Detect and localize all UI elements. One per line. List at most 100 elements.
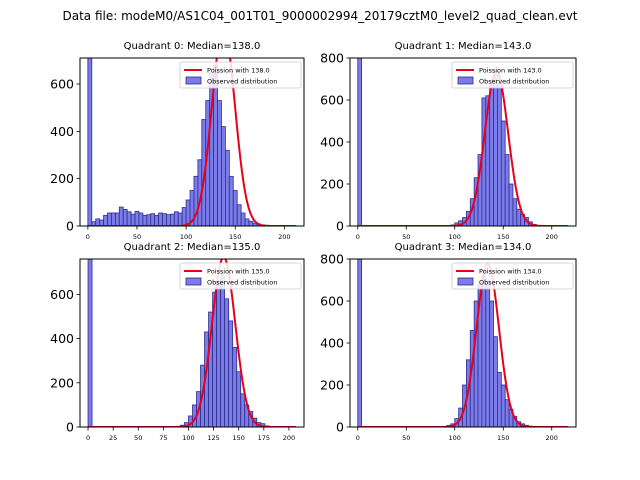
y-tick-label: 800 xyxy=(320,51,344,66)
x-tick-label: 50 xyxy=(402,434,410,442)
histogram-bar xyxy=(493,336,498,427)
histogram-bar xyxy=(228,320,234,427)
histogram-bar xyxy=(504,399,510,427)
legend-bar-swatch xyxy=(457,76,474,85)
histogram-bar xyxy=(181,207,187,226)
x-tick-label: 50 xyxy=(133,233,141,241)
y-tick-label: 200 xyxy=(320,177,344,192)
x-tick-label: 175 xyxy=(258,434,270,442)
histogram-bar xyxy=(232,190,238,226)
y-tick-label: 400 xyxy=(50,331,74,346)
histogram-bar xyxy=(504,154,510,226)
x-tick-label: 75 xyxy=(159,434,167,442)
histogram-bar xyxy=(146,214,152,226)
histogram-bar xyxy=(244,218,250,226)
legend-label: Observed distribution xyxy=(479,279,549,287)
x-tick-label: 50 xyxy=(134,434,142,442)
panel-title: Quadrant 1: Median=143.0 xyxy=(395,41,532,52)
legend-label: Poission with 134.0 xyxy=(479,268,542,276)
panel-title: Quadrant 3: Median=134.0 xyxy=(395,242,532,253)
quadrant-1-panel: 0 50 100 150 200 0 200 400 600 800 Quadrant 1: Med… xyxy=(320,41,577,241)
y-tick-label: 400 xyxy=(50,124,74,139)
histogram-bar xyxy=(236,204,242,226)
legend-bar-swatch xyxy=(457,277,474,286)
x-tick-label: 0 xyxy=(86,233,90,241)
poisson-fit-line xyxy=(88,259,296,427)
x-tick-label: 200 xyxy=(278,233,290,241)
histogram-bar xyxy=(130,213,136,226)
panel-title: Quadrant 2: Median=135.0 xyxy=(124,242,261,253)
quadrant-2-panel: 0 25 50 75 100 125 150 175 200 0 200 400 600 Quadrant… xyxy=(50,242,305,442)
histogram-bar xyxy=(493,74,498,226)
histogram-bar xyxy=(512,198,518,226)
histogram-bar xyxy=(177,212,183,226)
x-tick-label: 150 xyxy=(497,434,509,442)
x-tick-label: 0 xyxy=(356,233,360,241)
y-tick-label: 400 xyxy=(320,336,344,351)
y-tick-label: 600 xyxy=(320,294,344,309)
histogram-bar xyxy=(228,175,234,226)
histogram-bar xyxy=(489,87,494,226)
histogram-bar xyxy=(516,208,522,226)
histogram-bar xyxy=(357,58,363,226)
histogram-bar xyxy=(481,275,487,427)
x-tick-label: 150 xyxy=(229,233,241,241)
x-tick-label: 200 xyxy=(283,434,295,442)
histogram-bar xyxy=(236,371,242,427)
histogram-bar xyxy=(185,199,191,226)
y-tick-label: 600 xyxy=(320,93,344,108)
histogram-bar xyxy=(126,211,132,226)
x-tick-label: 25 xyxy=(109,434,117,442)
y-tick-label: 600 xyxy=(50,287,74,302)
y-tick-label: 800 xyxy=(320,252,344,267)
y-tick-label: 600 xyxy=(50,77,74,92)
x-tick-label: 0 xyxy=(356,434,360,442)
y-tick-label: 200 xyxy=(320,378,344,393)
histogram-bar xyxy=(217,100,222,226)
x-tick-label: 100 xyxy=(182,434,194,442)
legend-box xyxy=(179,61,302,89)
histogram-bar xyxy=(497,82,502,226)
axes-frame xyxy=(79,258,305,428)
y-tick-label: 400 xyxy=(320,135,344,150)
histogram-bar xyxy=(232,347,238,427)
histogram-bar xyxy=(166,214,171,226)
histogram-bar xyxy=(162,213,167,226)
legend-label: Poission with 143.0 xyxy=(479,67,542,75)
histogram-bar xyxy=(158,212,163,226)
histogram-bar xyxy=(497,371,502,427)
x-tick-label: 100 xyxy=(449,434,461,442)
histogram-bar xyxy=(122,209,128,226)
x-tick-label: 100 xyxy=(449,233,461,241)
y-tick-label: 200 xyxy=(50,171,74,186)
histogram-bar xyxy=(150,213,156,226)
histogram-bar xyxy=(114,212,120,226)
histogram-bar xyxy=(111,212,116,226)
histogram-bar xyxy=(500,120,506,226)
histogram-bar xyxy=(107,212,112,226)
y-tick-label: 0 xyxy=(66,219,74,234)
histogram-bar xyxy=(103,214,108,226)
legend-box xyxy=(451,262,574,290)
figure-title: Data file: modeM0/AS1C04_001T01_90000029… xyxy=(62,9,577,23)
legend-box xyxy=(179,262,302,290)
histogram-bar xyxy=(216,280,222,427)
poisson-fit-line xyxy=(357,70,569,226)
x-tick-label: 0 xyxy=(86,434,90,442)
histogram-bar xyxy=(87,259,93,427)
histogram-bar xyxy=(134,210,140,226)
histogram-bar xyxy=(489,300,494,427)
histogram-bar xyxy=(169,213,175,226)
quadrant-0-panel: 0 50 100 150 200 0 200 400 600 Quadrant 0: Median… xyxy=(50,41,305,241)
histogram-bar xyxy=(500,384,506,427)
x-tick-label: 100 xyxy=(180,233,192,241)
legend-label: Observed distribution xyxy=(479,78,549,86)
histogram-bar xyxy=(248,220,254,226)
legend-label: Observed distribution xyxy=(207,78,277,86)
y-tick-label: 0 xyxy=(66,420,74,435)
legend-label: Observed distribution xyxy=(207,279,277,287)
x-tick-label: 200 xyxy=(546,233,558,241)
legend-bar-swatch xyxy=(185,277,202,286)
panel-title: Quadrant 0: Median=138.0 xyxy=(124,41,261,52)
